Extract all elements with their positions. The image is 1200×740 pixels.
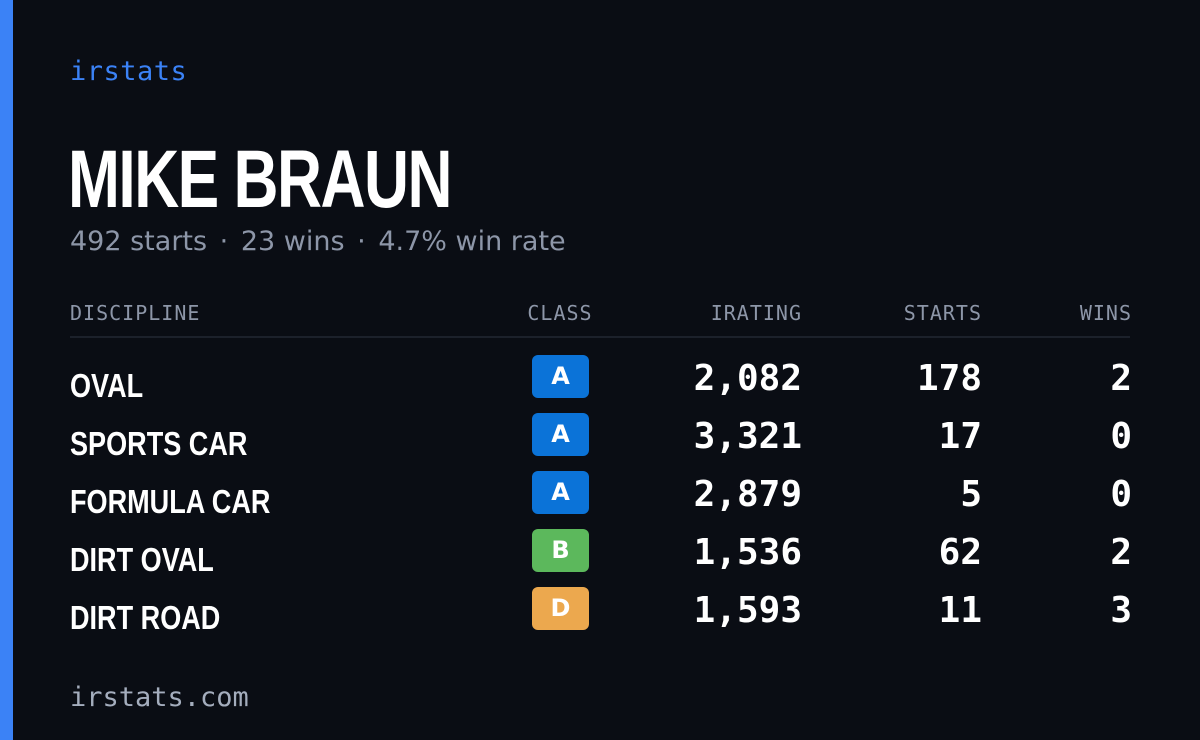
table-row: DIRT OVAL B 1,536 62 2 (0, 529, 1200, 593)
header-starts: STARTS (903, 301, 982, 325)
irating-value: 2,082 (693, 358, 802, 399)
discipline-name: OVAL (70, 367, 144, 404)
separator: · (219, 226, 229, 257)
separator: · (357, 226, 366, 257)
driver-name: MIKE BRAUN (68, 134, 452, 225)
wins-value: 3 (1110, 590, 1132, 631)
header-wins: WINS (1079, 301, 1132, 325)
discipline-name: DIRT OVAL (70, 541, 214, 578)
win-rate-summary: 4.7% win rate (378, 226, 566, 257)
wins-value: 0 (1110, 416, 1132, 457)
class-badge: B (532, 529, 589, 572)
irating-value: 3,321 (693, 416, 802, 457)
wins-value: 2 (1110, 358, 1132, 399)
starts-value: 62 (938, 532, 982, 573)
brand-logo: irstats (70, 56, 188, 87)
header-irating: IRATING (710, 301, 802, 325)
discipline-name: SPORTS CAR (70, 425, 248, 462)
table-row: SPORTS CAR A 3,321 17 0 (0, 413, 1200, 477)
class-badge: A (532, 471, 589, 514)
class-badge: D (532, 587, 589, 630)
starts-value: 17 (938, 416, 982, 457)
table-row: OVAL A 2,082 178 2 (0, 355, 1200, 419)
discipline-name: DIRT ROAD (70, 599, 221, 636)
driver-summary: 492 starts · 23 wins · 4.7% win rate (70, 226, 566, 257)
header-class: CLASS (527, 301, 593, 325)
table-divider (70, 336, 1130, 338)
table-row: FORMULA CAR A 2,879 5 0 (0, 471, 1200, 535)
irating-value: 1,536 (693, 532, 802, 573)
table-row: DIRT ROAD D 1,593 11 3 (0, 587, 1200, 651)
header-discipline: DISCIPLINE (70, 301, 201, 325)
wins-value: 0 (1110, 474, 1132, 515)
starts-value: 5 (960, 474, 982, 515)
wins-summary: 23 wins (240, 226, 345, 257)
starts-summary: 492 starts (70, 226, 208, 257)
starts-value: 11 (938, 590, 982, 631)
wins-value: 2 (1110, 532, 1132, 573)
footer-url: irstats.com (70, 682, 249, 713)
discipline-name: FORMULA CAR (70, 483, 271, 520)
starts-value: 178 (916, 358, 982, 399)
irating-value: 1,593 (693, 590, 802, 631)
class-badge: A (532, 413, 589, 456)
irating-value: 2,879 (693, 474, 802, 515)
class-badge: A (532, 355, 589, 398)
accent-bar (0, 0, 13, 740)
